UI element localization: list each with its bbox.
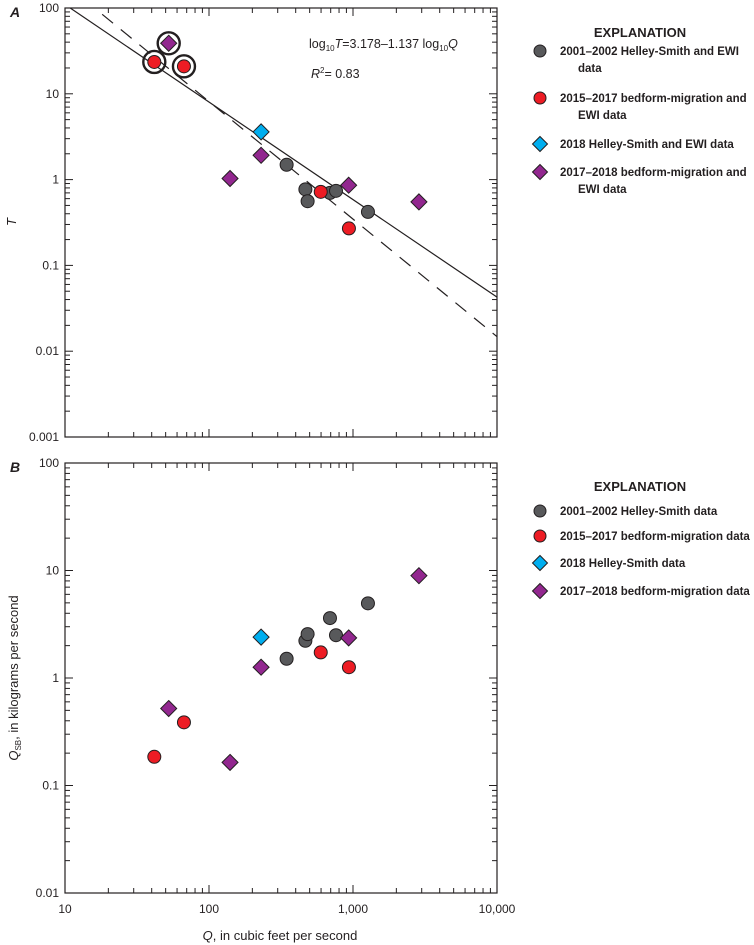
legend-marker-purple [531,163,549,181]
legend-label: data [578,63,602,75]
data-point-blue-diamond [252,628,270,646]
legend-title-a: EXPLANATION [594,25,686,40]
legend-label: 2017–2018 bedform-migration data [560,586,750,598]
highlight-ring [156,31,181,56]
regression-equation: log10T=3.178–1.137 log10Q [309,37,458,53]
y-axis-title-a: T [4,217,19,226]
y-tick-label-a: 10 [46,87,60,101]
data-point-gray-circle [360,204,375,219]
data-point-purple-diamond [159,699,178,718]
y-tick-label-a: 0.01 [36,344,60,358]
panel-letter-a: A [9,4,20,20]
data-point-purple-diamond [410,566,428,585]
y-tick-label-a: 1 [52,173,59,187]
x-tick-label: 10,000 [479,902,516,916]
data-point-gray-circle [279,157,294,172]
y-axis-title-b: QSB, in kilograms per second [6,595,23,760]
data-point-red-circle [313,645,328,660]
legend-label: EWI data [578,184,627,196]
legend-marker-purple [531,582,549,600]
data-point-red-circle [147,54,162,69]
y-tick-label-b: 0.1 [42,779,59,793]
legend-title-b: EXPLANATION [594,479,686,494]
legend-marker-red [533,91,547,105]
data-point-red-circle [176,59,191,74]
plot-frame-b [64,462,498,894]
data-point-red-circle [147,749,162,764]
legend-label: 2001–2002 Helley-Smith data [560,506,718,518]
legend-label: 2015–2017 bedform-migration data [560,531,750,543]
legend-label: 2018 Helley-Smith and EWI data [560,139,734,151]
data-point-red-circle [341,660,356,675]
data-point-gray-circle [300,194,315,209]
data-point-purple-diamond [252,658,270,676]
x-tick-label: 10 [58,902,72,916]
data-point-red-circle [176,715,191,730]
plot-frame-a [64,7,498,438]
r-squared: R2= 0.83 [311,66,360,81]
data-point-gray-circle [329,183,344,198]
data-point-red-circle [341,221,356,236]
fit-line-solid [69,8,497,298]
y-tick-label-a: 100 [39,1,59,15]
panel-letter-b: B [10,459,20,475]
legend-marker-blue [531,135,549,153]
fit-line-dashed [93,8,497,338]
legend-label: EWI data [578,110,627,122]
legend-marker-red [533,529,547,543]
data-point-gray-circle [279,651,294,666]
x-tick-label: 100 [199,902,219,916]
legend-marker-blue [531,554,549,572]
data-point-gray-circle [360,596,375,611]
y-tick-label-a: 0.001 [29,430,59,444]
data-point-gray-circle [329,628,344,643]
data-point-purple-diamond [339,629,358,647]
y-tick-label-b: 0.01 [36,886,60,900]
legend-marker-gray [533,44,547,58]
data-point-purple-diamond [410,193,428,211]
x-tick-label: 1,000 [338,902,368,916]
data-point-purple-diamond [221,753,239,772]
y-tick-label-a: 0.1 [42,258,59,272]
legend-label: 2018 Helley-Smith data [560,558,686,570]
legend-label: 2001–2002 Helley-Smith and EWI [560,46,739,58]
data-point-purple-diamond [252,146,270,164]
data-point-red-circle [313,184,328,199]
x-axis-title: Q, in cubic feet per second [203,928,358,943]
highlight-ring [171,54,197,79]
data-point-gray-circle [300,627,315,642]
legend-label: 2017–2018 bedform-migration and [560,167,747,179]
data-point-gray-circle [298,182,313,197]
legend-marker-gray [533,504,547,518]
highlight-ring [142,49,167,75]
data-point-purple-diamond [339,176,358,194]
data-point-gray-circle [322,611,337,626]
data-point-blue-diamond [252,123,270,141]
y-tick-label-b: 100 [39,456,59,470]
y-tick-label-b: 1 [52,671,59,685]
y-tick-label-b: 10 [46,564,60,578]
data-point-purple-diamond [159,34,178,52]
data-point-purple-diamond [221,169,239,188]
legend-label: 2015–2017 bedform-migration and [560,93,747,105]
